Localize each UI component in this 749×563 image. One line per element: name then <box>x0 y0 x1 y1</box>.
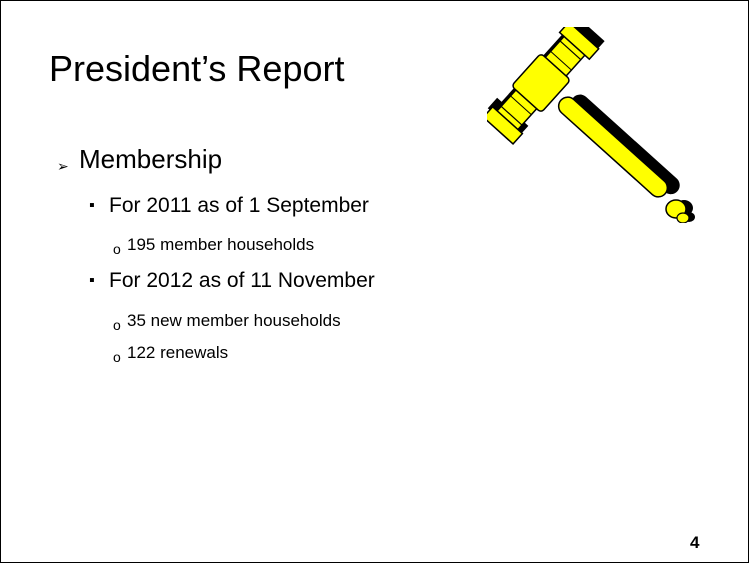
bullet-text: Membership <box>79 144 223 174</box>
gavel-handle <box>557 96 669 198</box>
gavel-handle-shadow <box>571 94 680 195</box>
circle-bullet-icon: o <box>113 241 121 257</box>
slide-title: President’s Report <box>49 48 345 89</box>
bullet-text: 122 renewals <box>127 343 229 362</box>
gavel-handle-knob <box>665 199 695 223</box>
bullet-text: For 2011 as of 1 September <box>109 194 369 217</box>
arrow-bullet-icon: ➢ <box>57 158 69 174</box>
circle-bullet-icon: o <box>113 317 121 333</box>
gavel-head <box>487 27 600 146</box>
circle-bullet-icon: o <box>113 349 121 365</box>
bullet-text: 35 new member households <box>127 311 341 330</box>
square-bullet-icon: ▪ <box>89 272 95 289</box>
page-number: 4 <box>690 533 700 552</box>
bullet-text: For 2012 as of 11 November <box>109 269 375 292</box>
square-bullet-icon: ▪ <box>89 197 95 214</box>
bullet-text: 195 member households <box>127 235 315 254</box>
gavel-icon <box>487 27 695 223</box>
